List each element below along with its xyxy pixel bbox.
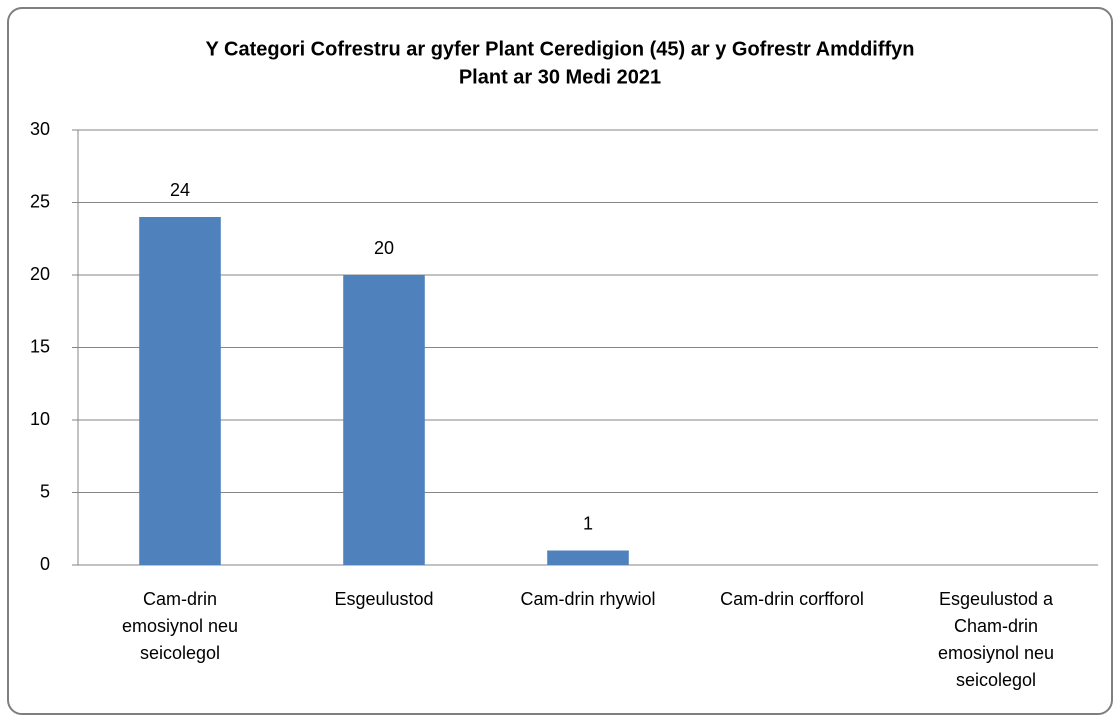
chart-title: Plant ar 30 Medi 2021 — [459, 66, 661, 88]
bar — [139, 217, 221, 565]
y-tick-label: 10 — [30, 409, 50, 429]
bar — [547, 550, 629, 565]
data-label: 1 — [583, 513, 593, 533]
bar — [343, 275, 425, 565]
x-tick-label: emosiynol neu — [122, 616, 238, 636]
y-tick-label: 30 — [30, 119, 50, 139]
data-label: 20 — [374, 238, 394, 258]
x-tick-label: Cham-drin — [954, 616, 1038, 636]
x-tick-label: Cam-drin corfforol — [720, 589, 864, 609]
x-tick-label: Cam-drin rhywiol — [520, 589, 655, 609]
x-tick-label: Cam-drin — [143, 589, 217, 609]
x-tick-label: Esgeulustod — [334, 589, 433, 609]
y-tick-label: 20 — [30, 264, 50, 284]
y-tick-label: 15 — [30, 336, 50, 356]
x-tick-label: seicolegol — [140, 643, 220, 663]
y-tick-label: 0 — [40, 554, 50, 574]
data-label: 24 — [170, 180, 190, 200]
chart-title: Y Categori Cofrestru ar gyfer Plant Cere… — [205, 38, 914, 60]
x-tick-label: emosiynol neu — [938, 643, 1054, 663]
y-tick-label: 25 — [30, 191, 50, 211]
y-tick-label: 5 — [40, 481, 50, 501]
chart-frame — [7, 7, 1113, 715]
x-tick-label: seicolegol — [956, 670, 1036, 690]
x-tick-label: Esgeulustod a — [939, 589, 1054, 609]
